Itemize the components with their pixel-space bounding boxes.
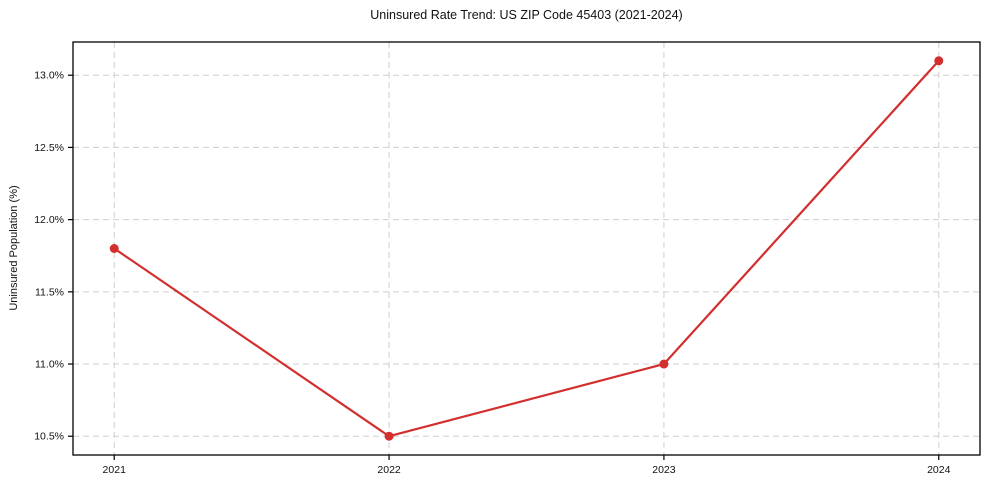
y-tick-label: 13.0% — [34, 70, 64, 82]
trend-line — [113, 59, 940, 438]
x-tick-label: 2021 — [103, 464, 127, 476]
data-point — [109, 244, 119, 253]
data-point — [934, 56, 944, 66]
y-tick-label: 12.5% — [34, 142, 64, 154]
x-tick-label: 2022 — [377, 464, 401, 476]
y-tick-label: 11.0% — [35, 359, 64, 371]
chart-title: Uninsured Rate Trend: US ZIP Code 45403 … — [370, 8, 683, 22]
plot-border — [72, 41, 981, 456]
y-tick-label: 11.5% — [35, 286, 64, 298]
x-tick-label: 2023 — [652, 464, 676, 476]
data-point — [384, 431, 394, 441]
data-point — [659, 359, 669, 369]
y-tick-label: 10.5% — [34, 431, 64, 443]
y-tick-label: 12.0% — [34, 214, 64, 226]
x-tick-label: 2024 — [927, 464, 951, 476]
